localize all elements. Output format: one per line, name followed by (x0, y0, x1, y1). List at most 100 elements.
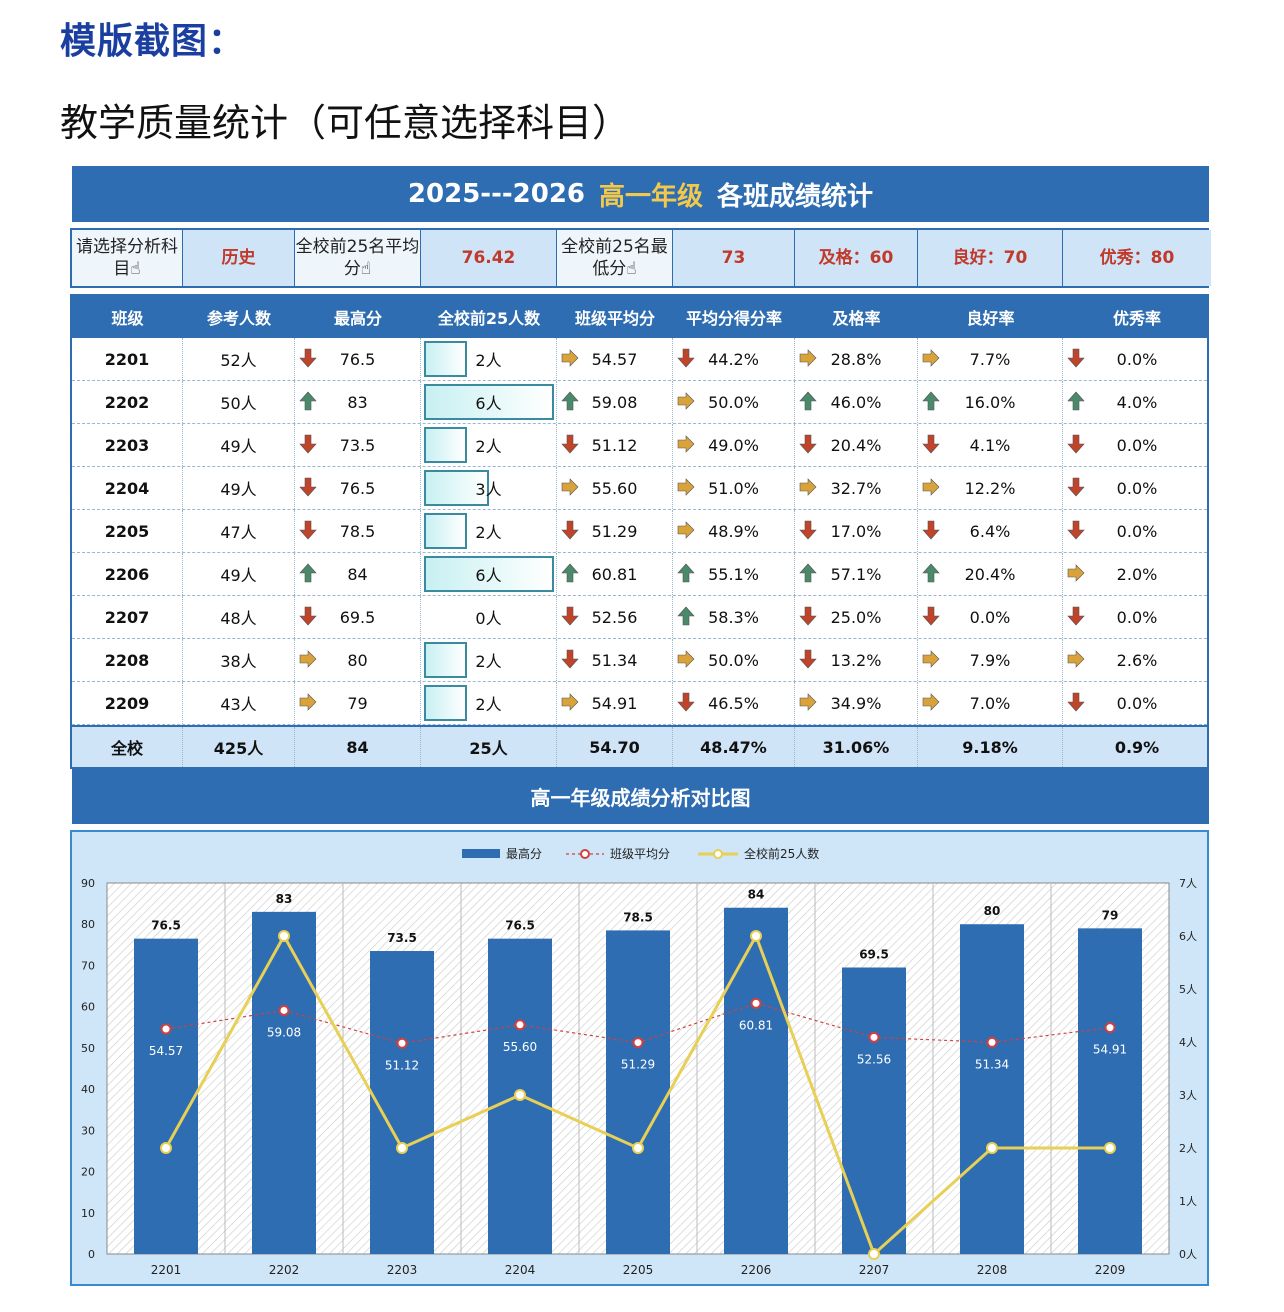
trend-right-arrow-icon (677, 650, 695, 668)
cell-text: 4.0% (1116, 392, 1158, 412)
cell-text: 20.4% (830, 435, 882, 455)
trend-up-arrow-icon (677, 563, 695, 583)
max-cell: 76.5 (295, 338, 421, 380)
pass-cell: 25.0% (795, 596, 918, 638)
exc-cell: 0.0% (1063, 467, 1211, 509)
subject-select[interactable]: 历史 (183, 230, 295, 286)
cell-text: 83 (347, 392, 368, 412)
avg-data-label: 54.57 (149, 1044, 183, 1058)
rate-cell: 50.0% (673, 381, 795, 423)
avg-data-label: 54.91 (1093, 1043, 1127, 1057)
cell-text: 48人 (220, 609, 257, 628)
cell-text: 12.2% (964, 478, 1016, 498)
top25-cell: 2人 (421, 424, 557, 466)
trend-up-arrow-icon (561, 391, 579, 411)
y-tick-label: 70 (81, 959, 95, 972)
cell-text: 50.0% (708, 392, 759, 412)
exc-cell: 4.0% (1063, 381, 1211, 423)
cell-text: 52.56 (591, 607, 638, 627)
table-row: 2201 52人 76.5 2人 54.57 44.2% 28.8% 7.7% 0.0% (72, 338, 1207, 381)
x-tick-label: 2208 (977, 1263, 1008, 1277)
x-tick-label: 2203 (387, 1263, 418, 1277)
trend-right-arrow-icon (1067, 564, 1085, 582)
chart-svg: 0 10 20 30 40 50 60 70 80 90 0人 1人 2人 3人 4人 5人 6人 7人 76.5 8… (81, 846, 1197, 1277)
trend-down-arrow-icon (299, 606, 317, 626)
cell-text: 50.0% (708, 650, 759, 670)
top25-databar (424, 556, 554, 592)
top25-cell: 2人 (421, 510, 557, 552)
cell-text: 79 (347, 693, 368, 713)
trend-up-arrow-icon (922, 563, 940, 583)
cell-text: 2203 (104, 435, 150, 455)
avg-label: 全校前25名平均分☝ (295, 230, 421, 286)
trend-down-arrow-icon (922, 606, 940, 626)
banner-years: 2025---2026 (407, 179, 586, 209)
count-cell: 38人 (183, 639, 295, 681)
y2-tick-label: 6人 (1179, 930, 1197, 943)
x-tick-label: 2205 (623, 1263, 654, 1277)
class-cell: 2202 (72, 381, 183, 423)
trend-right-arrow-icon (299, 693, 317, 711)
cell-text: 2202 (104, 392, 150, 412)
top25-cell: 2人 (421, 682, 557, 724)
y-tick-label: 0 (88, 1248, 95, 1261)
cell-text: 2.0% (1116, 564, 1158, 584)
cell-text: 47人 (220, 523, 257, 542)
cell-text: 0.0% (1116, 521, 1158, 541)
top25-point (278, 930, 290, 942)
bar-data-label: 79 (1102, 908, 1119, 922)
excellent-threshold: 优秀：80 (1063, 230, 1211, 286)
good-cell: 4.1% (918, 424, 1063, 466)
rate-cell: 58.3% (673, 596, 795, 638)
cell-text: 51.0% (708, 478, 759, 498)
avg-cell: 51.29 (557, 510, 673, 552)
good-cell: 0.0% (918, 596, 1063, 638)
good-cell: 7.0% (918, 682, 1063, 724)
avg-data-label: 51.12 (385, 1058, 419, 1072)
cell-text: 51.34 (591, 650, 638, 670)
trend-right-arrow-icon (561, 478, 579, 496)
header-cell: 班级 (111, 309, 144, 328)
top25-point (632, 1142, 644, 1154)
bar-data-label: 80 (984, 904, 1001, 918)
total-max: 84 (295, 727, 421, 767)
max-cell: 83 (295, 381, 421, 423)
top25-databar (424, 642, 468, 678)
bar-data-label: 84 (748, 888, 765, 902)
cell-text: 7.0% (969, 693, 1011, 713)
table-row: 2204 49人 76.5 3人 55.60 51.0% 32.7% 12.2% 0.0% (72, 467, 1207, 510)
header-cell: 全校前25人数 (437, 309, 541, 328)
table-header: 班级 参考人数 最高分 全校前25人数 班级平均分 平均分得分率 及格率 良好率… (72, 296, 1207, 338)
page-subtitle: 教学质量统计（可任意选择科目） (60, 101, 631, 145)
table-row: 2202 50人 83 6人 59.08 50.0% 46.0% 16.0% 4.0% (72, 381, 1207, 424)
class-cell: 2201 (72, 338, 183, 380)
avg-point (632, 1037, 644, 1049)
avg-cell: 54.91 (557, 682, 673, 724)
avg-cell: 51.34 (557, 639, 673, 681)
avg-cell: 54.57 (557, 338, 673, 380)
y2-tick-label: 5人 (1179, 983, 1197, 996)
avg-point (514, 1019, 526, 1031)
legend-label: 班级平均分 (610, 847, 670, 861)
avg-point (986, 1036, 998, 1048)
table-row: 2203 49人 73.5 2人 51.12 49.0% 20.4% 4.1% 0.0% (72, 424, 1207, 467)
trend-down-arrow-icon (299, 434, 317, 454)
cell-text: 2207 (104, 607, 150, 627)
cell-text: 4.1% (969, 435, 1011, 455)
cell-text: 51.12 (591, 435, 638, 455)
cell-text: 6.4% (969, 521, 1011, 541)
trend-down-arrow-icon (799, 649, 817, 669)
class-cell: 2203 (72, 424, 183, 466)
trend-right-arrow-icon (922, 693, 940, 711)
legend-label: 全校前25人数 (744, 846, 819, 861)
cell-text: 2205 (104, 521, 150, 541)
total-exc: 0.9% (1114, 737, 1160, 757)
trend-up-arrow-icon (299, 391, 317, 411)
avg-point (396, 1037, 408, 1049)
cell-text: 76.5 (339, 349, 376, 369)
avg-cell: 55.60 (557, 467, 673, 509)
trend-right-arrow-icon (677, 392, 695, 410)
bar-data-label: 76.5 (151, 919, 181, 933)
trend-right-arrow-icon (922, 349, 940, 367)
trend-down-arrow-icon (1067, 477, 1085, 497)
